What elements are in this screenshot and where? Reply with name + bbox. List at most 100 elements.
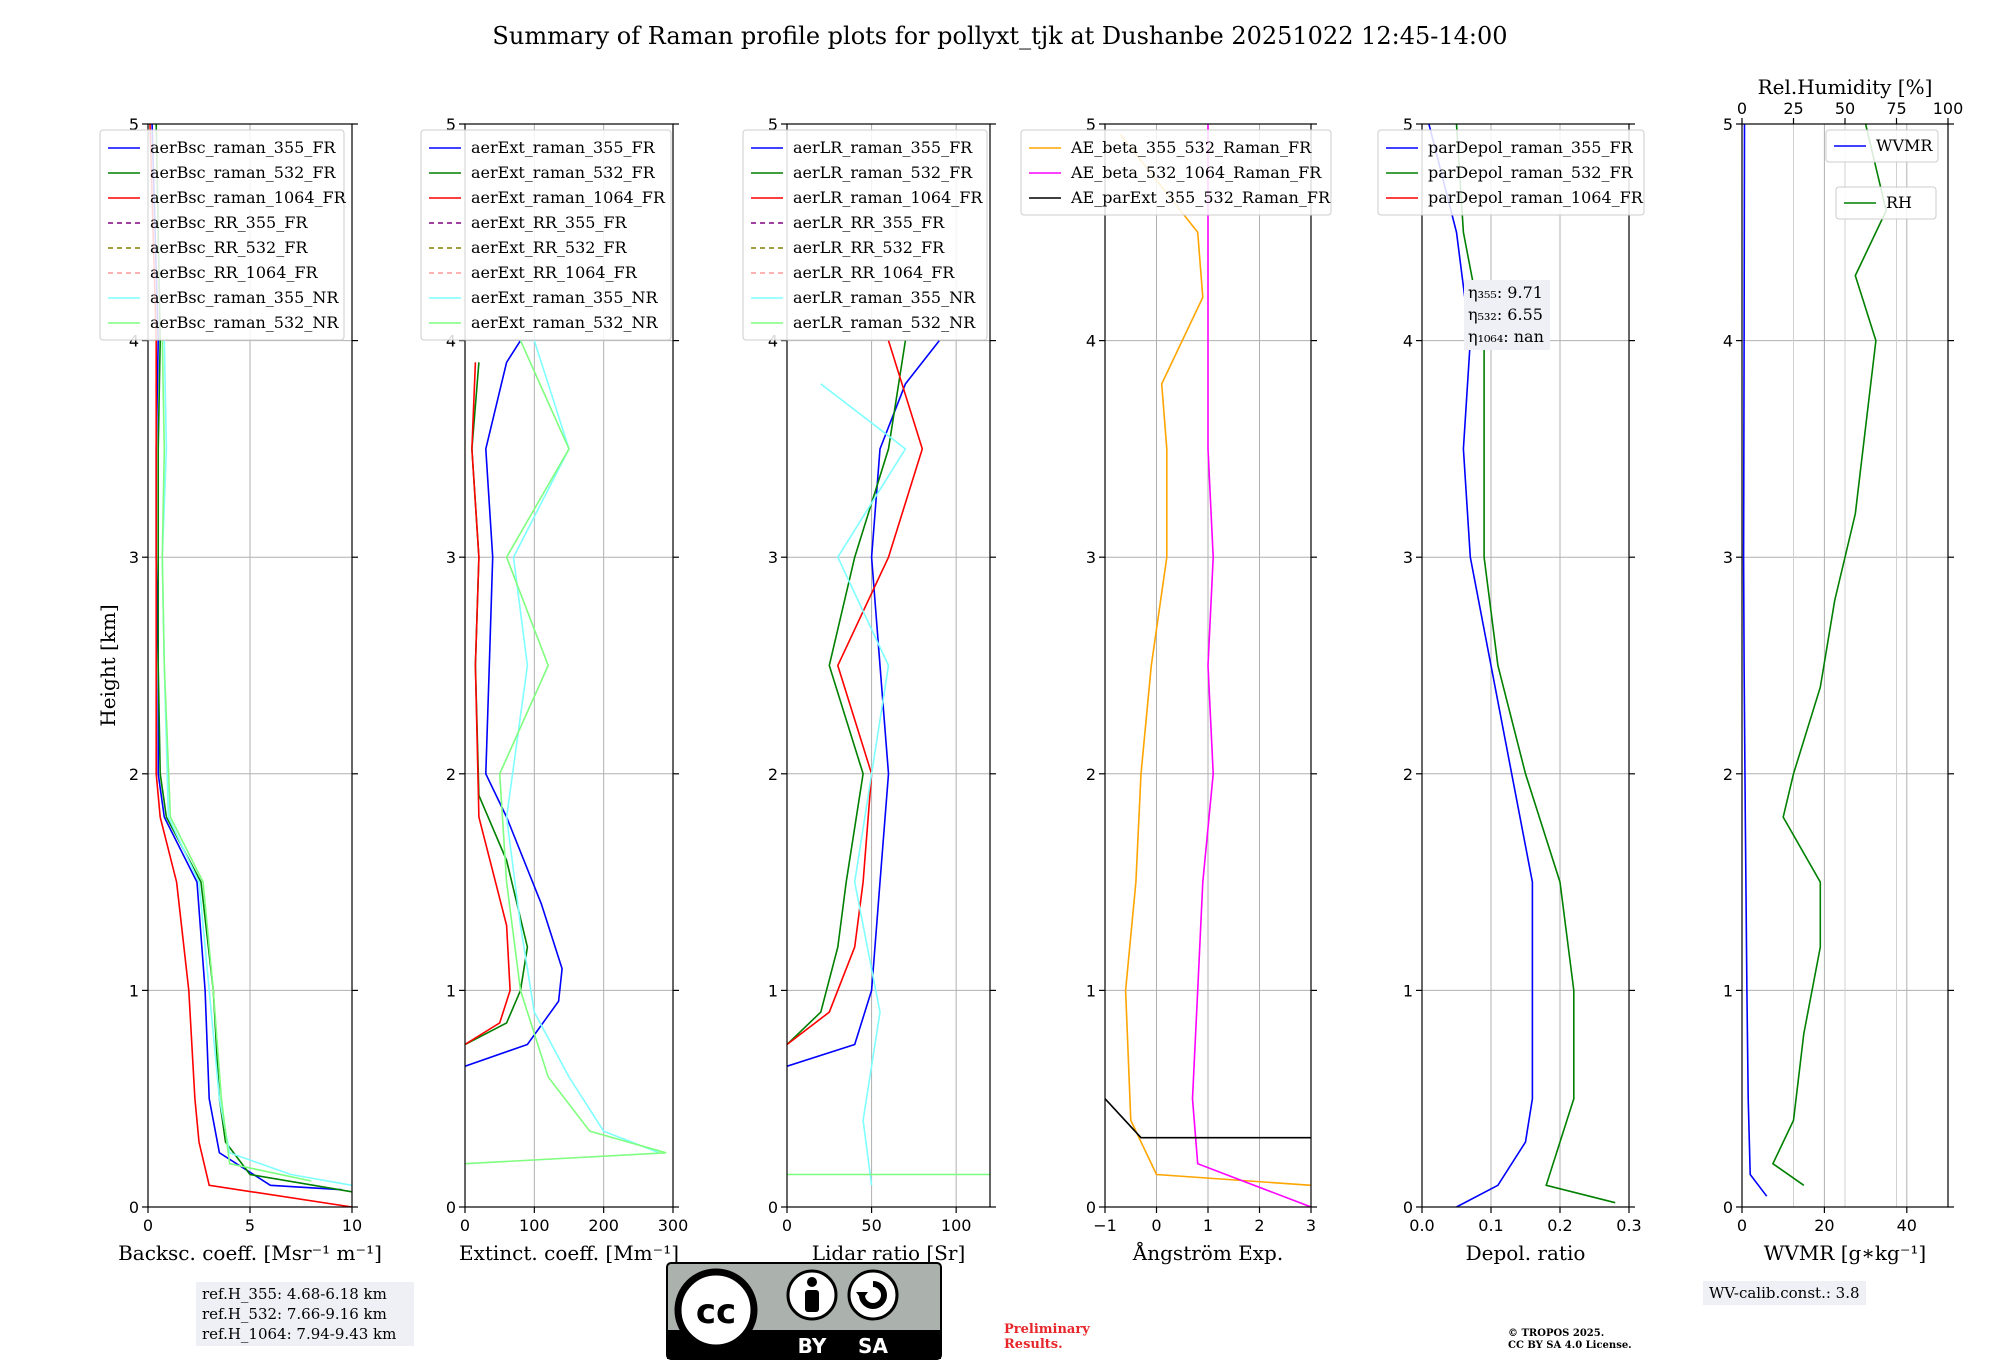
series-aerLR_raman_355_NR	[820, 383, 907, 1186]
y-tick-label: 4	[1086, 332, 1096, 351]
series-aerExt_raman_532_FR	[465, 362, 529, 1046]
y-tick-label: 4	[129, 332, 139, 351]
legend-entry: aerLR_RR_1064_FR	[793, 263, 955, 282]
legend-entry: aerExt_raman_355_NR	[471, 288, 659, 307]
copyright-note: © TROPOS 2025. CC BY SA 4.0 License.	[1508, 1328, 1632, 1352]
panel-ext: 0 100 200 300 0 1 2 3 4 5 Extinct. coeff. [Mm⁻¹] ae…	[420, 115, 689, 1265]
legend-entry: aerBsc_RR_355_FR	[150, 213, 308, 232]
x-axis-label: Extinct. coeff. [Mm⁻¹]	[459, 1241, 679, 1265]
badge-by-label: BY	[798, 1334, 827, 1358]
y-tick-label: 1	[768, 981, 778, 1000]
series-aerLR_raman_532_FR	[787, 340, 907, 1046]
preliminary-note: Preliminary Results.	[1004, 1322, 1090, 1352]
top-x-tick-label: 25	[1783, 99, 1803, 118]
legend-entry: aerBsc_raman_532_NR	[150, 313, 339, 332]
legend-entry: aerLR_raman_355_FR	[793, 138, 973, 157]
y-tick-label: 5	[768, 115, 778, 134]
y-tick-label: 5	[129, 115, 139, 134]
y-tick-label: 0	[1086, 1198, 1096, 1217]
legend-entry: parDepol_raman_532_FR	[1428, 163, 1634, 182]
preliminary-line-1: Preliminary	[1004, 1322, 1090, 1337]
y-tick-label: 2	[1403, 765, 1413, 784]
x-tick-label: 0	[782, 1216, 792, 1235]
top-x-tick-label: 75	[1886, 99, 1906, 118]
series-aerExt_raman_355_FR	[465, 340, 563, 1067]
y-tick-label: 0	[768, 1198, 778, 1217]
legend-box	[1825, 129, 1939, 163]
y-tick-label: 3	[446, 548, 456, 567]
axes-frame	[786, 123, 991, 1208]
x-tick-label: 10	[342, 1216, 362, 1235]
refh-355: ref.H_355: 4.68-6.18 km	[202, 1285, 387, 1303]
depol-annotation: η₃₅₅: 9.71 η₅₃₂: 6.55 η₁₀₆₄: nan	[1464, 280, 1550, 350]
y-tick-label: 0	[446, 1198, 456, 1217]
x-tick-label: −1	[1093, 1216, 1117, 1235]
legend: aerBsc_raman_355_FR aerBsc_raman_532_FRae…	[99, 129, 347, 341]
y-tick-label: 4	[446, 332, 456, 351]
x-tick-label: 0	[143, 1216, 153, 1235]
top-axis-label: Rel.Humidity [%]	[1758, 75, 1933, 99]
series-aerBsc_raman_355_NR	[161, 340, 352, 1187]
y-tick-label: 2	[768, 765, 778, 784]
x-axis-label: Lidar ratio [Sr]	[812, 1241, 966, 1265]
legend-entry: AE_beta_532_1064_Raman_FR	[1070, 163, 1322, 182]
series-aerExt_raman_355_NR	[505, 340, 660, 1154]
legend-entry: aerBsc_raman_1064_FR	[150, 188, 347, 207]
y-tick-label: 0	[1723, 1198, 1733, 1217]
series-aerLR_raman_355_FR	[787, 340, 940, 1067]
top-x-tick-label: 100	[1933, 99, 1964, 118]
legend-entry: aerBsc_RR_1064_FR	[150, 263, 319, 282]
legend-entry: RH	[1886, 193, 1912, 212]
legend-entry: aerLR_raman_532_NR	[793, 313, 976, 332]
y-tick-label: 2	[1723, 765, 1733, 784]
y-tick-label: 3	[1086, 548, 1096, 567]
legend-entry: aerBsc_raman_355_NR	[150, 288, 339, 307]
legend-entry: aerExt_raman_532_NR	[471, 313, 659, 332]
legend-rh: RH	[1835, 186, 1937, 220]
legend-entry: aerLR_raman_1064_FR	[793, 188, 983, 207]
y-tick-label: 1	[1086, 981, 1096, 1000]
top-x-tick-label: 50	[1835, 99, 1855, 118]
x-tick-label: 2	[1254, 1216, 1264, 1235]
y-tick-label: 5	[1086, 115, 1096, 134]
legend-entry: aerLR_raman_532_FR	[793, 163, 973, 182]
series-aerExt_raman_532_NR	[465, 340, 667, 1165]
x-tick-label: 0	[460, 1216, 470, 1235]
sa-icon	[847, 1269, 899, 1321]
series-AE_parExt_355_532_Raman_FR	[1105, 1098, 1311, 1139]
y-tick-label: 5	[1723, 115, 1733, 134]
legend-entry: parDepol_raman_355_FR	[1428, 138, 1634, 157]
x-tick-label: 200	[588, 1216, 619, 1235]
y-tick-label: 3	[129, 548, 139, 567]
x-tick-label: 300	[658, 1216, 689, 1235]
y-tick-label: 5	[1403, 115, 1413, 134]
legend-box	[1835, 186, 1937, 220]
x-tick-label: 100	[519, 1216, 550, 1235]
y-tick-label: 4	[1403, 332, 1413, 351]
axes-frame	[1421, 123, 1630, 1208]
legend-entry: AE_beta_355_532_Raman_FR	[1070, 138, 1312, 157]
y-tick-label: 4	[768, 332, 778, 351]
axes-frame	[464, 123, 674, 1208]
series-aerBsc_raman_1064_FR	[149, 124, 352, 1207]
x-axis-label: Ångström Exp.	[1132, 1240, 1283, 1265]
y-tick-label: 4	[1723, 332, 1733, 351]
panel-lr: 0 50 100 0 1 2 3 4 5 Lidar ratio [Sr] aerLR_raman_…	[742, 115, 996, 1265]
y-tick-label: 3	[768, 548, 778, 567]
legend-entry: parDepol_raman_1064_FR	[1428, 188, 1644, 207]
legend: aerExt_raman_355_FR aerExt_raman_532_FRae…	[420, 129, 672, 341]
refh-1064: ref.H_1064: 7.94-9.43 km	[202, 1325, 397, 1343]
legend-wvmr: WVMR	[1825, 129, 1939, 163]
x-axis-label: WVMR [g∗kg⁻¹]	[1764, 1241, 1926, 1265]
x-tick-label: 3	[1306, 1216, 1316, 1235]
x-tick-label: 5	[245, 1216, 255, 1235]
y-tick-label: 1	[129, 981, 139, 1000]
series-RH	[1771, 124, 1888, 1186]
y-tick-label: 0	[129, 1198, 139, 1217]
y-tick-label: 5	[446, 115, 456, 134]
top-x-tick-label: 0	[1737, 99, 1747, 118]
y-tick-label: 2	[129, 765, 139, 784]
x-tick-label: 100	[941, 1216, 972, 1235]
